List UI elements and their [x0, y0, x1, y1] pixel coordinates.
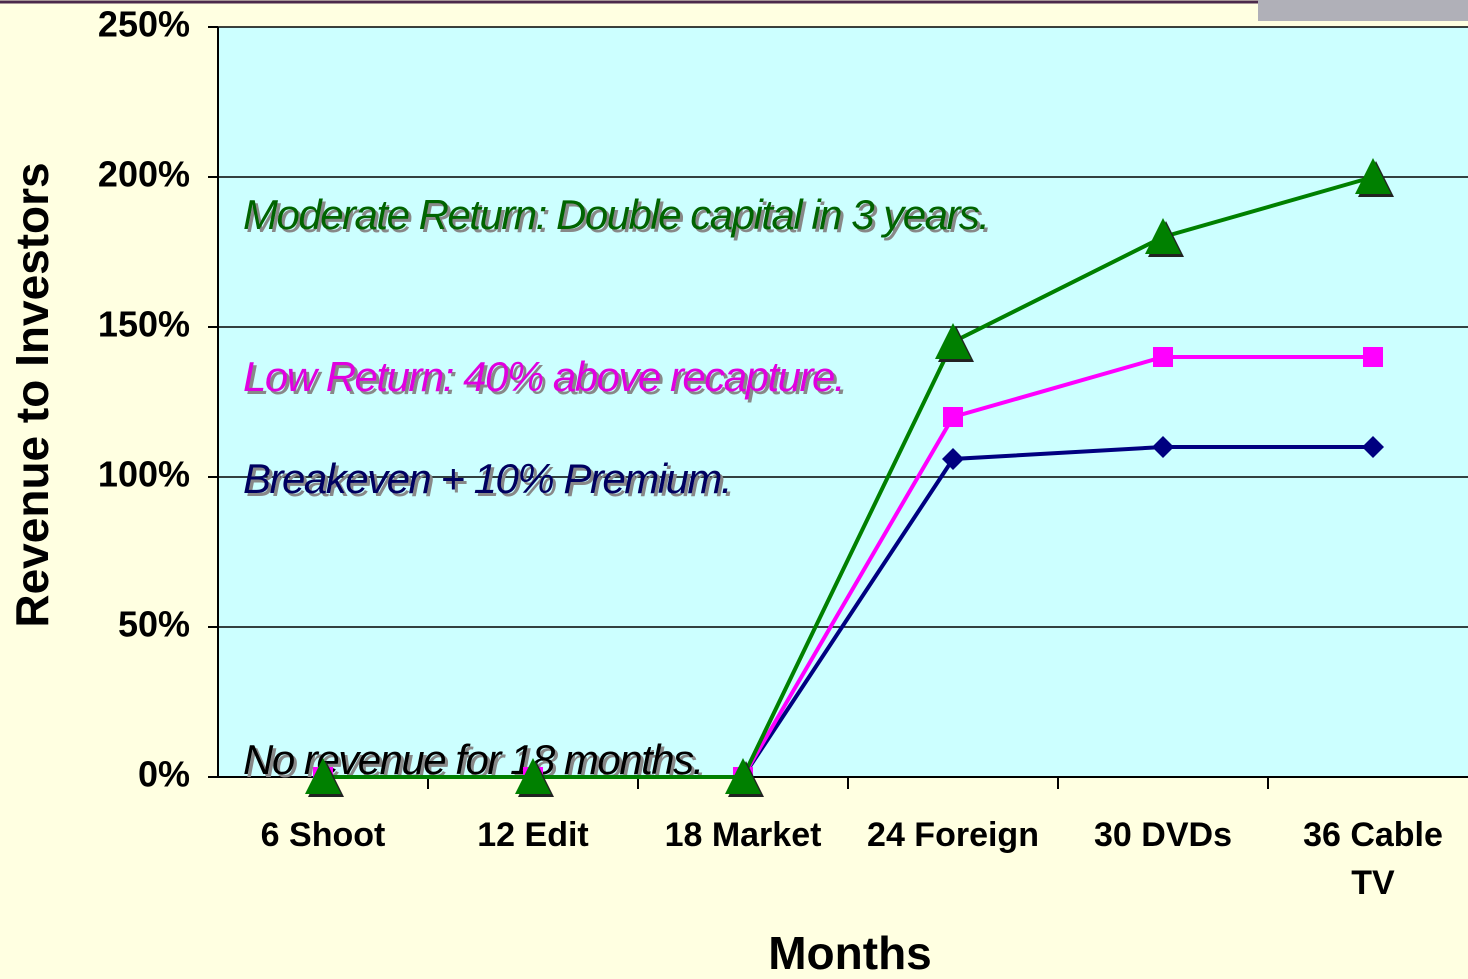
annotation-shadow: Low Return: 40% above recapture.	[246, 356, 847, 403]
plot-area	[218, 27, 1468, 777]
annotation-shadow: Breakeven + 10% Premium.	[246, 458, 734, 505]
annotation: Breakeven + 10% Premium.	[243, 455, 731, 502]
annotation: Moderate Return: Double capital in 3 yea…	[243, 191, 989, 238]
series-line	[323, 175, 1374, 779]
x-tick-label: 6 Shoot	[261, 816, 386, 854]
y-tick-label: 150%	[98, 304, 190, 345]
diamond-marker	[942, 448, 964, 470]
corner-block	[1258, 0, 1468, 21]
annotation: Low Return: 40% above recapture.	[243, 353, 844, 400]
triangle-marker	[725, 758, 761, 794]
triangle-marker	[1145, 218, 1181, 254]
triangle-marker	[935, 323, 971, 359]
x-axis-title: Months	[768, 927, 932, 979]
x-tick-label: 18 Market	[665, 816, 822, 854]
triangle-marker	[305, 758, 341, 794]
square-marker	[1153, 347, 1173, 367]
y-tick-label: 200%	[98, 154, 190, 195]
annotation-shadow: Moderate Return: Double capital in 3 yea…	[246, 194, 992, 241]
x-tick-label: 24 Foreign	[867, 816, 1039, 854]
y-tick-label: 250%	[98, 4, 190, 45]
diamond-marker	[1152, 436, 1174, 458]
x-tick-label: 12 Edit	[477, 816, 588, 854]
x-tick-label: 36 Cable TV	[1303, 816, 1443, 902]
y-tick-label: 100%	[98, 454, 190, 495]
square-marker	[1363, 347, 1383, 367]
x-tick-label: 30 DVDs	[1094, 816, 1232, 854]
y-axis-title: Revenue to Investors	[6, 162, 58, 627]
triangle-marker	[515, 758, 551, 794]
triangle-marker	[1355, 158, 1391, 194]
y-tick-label: 50%	[118, 604, 190, 645]
diamond-marker	[1362, 436, 1384, 458]
square-marker	[943, 407, 963, 427]
y-tick-label: 0%	[138, 754, 190, 795]
